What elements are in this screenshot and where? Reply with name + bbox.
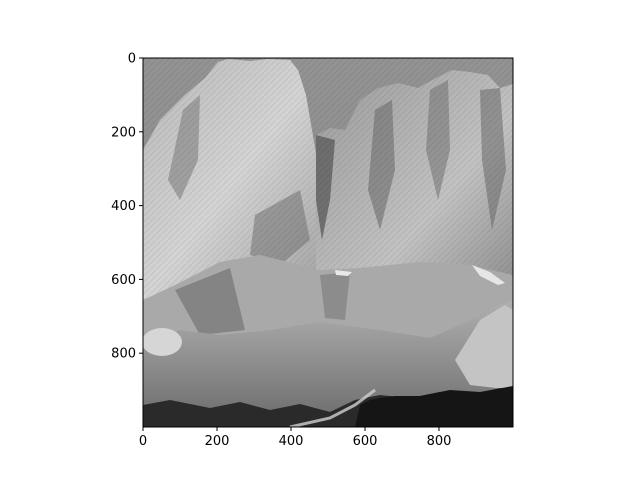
trail — [289, 388, 376, 427]
y-tick-label: 800 — [111, 347, 136, 362]
ledge-shadow — [175, 268, 245, 335]
lower-slope — [143, 300, 513, 427]
snow-patch — [472, 265, 505, 285]
y-axis: 0 200 400 600 800 — [111, 52, 143, 362]
x-tick-label: 200 — [205, 434, 230, 449]
x-tick-label: 400 — [279, 434, 304, 449]
ledge-shadow-2 — [320, 272, 350, 320]
y-tick-label: 0 — [128, 52, 136, 67]
y-tick-label: 200 — [111, 125, 136, 140]
x-axis: 0 200 400 600 800 — [139, 427, 452, 449]
mountain-photo — [143, 58, 513, 427]
x-tick-label: 0 — [139, 434, 147, 449]
x-tick-label: 600 — [353, 434, 378, 449]
forest-treeline — [355, 386, 513, 427]
light-boulder — [143, 328, 182, 356]
y-tick-label: 600 — [111, 273, 136, 288]
right-scree-cone — [455, 305, 513, 390]
axes-frame — [142, 57, 514, 428]
snow-patch-2 — [335, 270, 352, 276]
x-tick-label: 800 — [427, 434, 452, 449]
y-tick-label: 400 — [111, 199, 136, 214]
